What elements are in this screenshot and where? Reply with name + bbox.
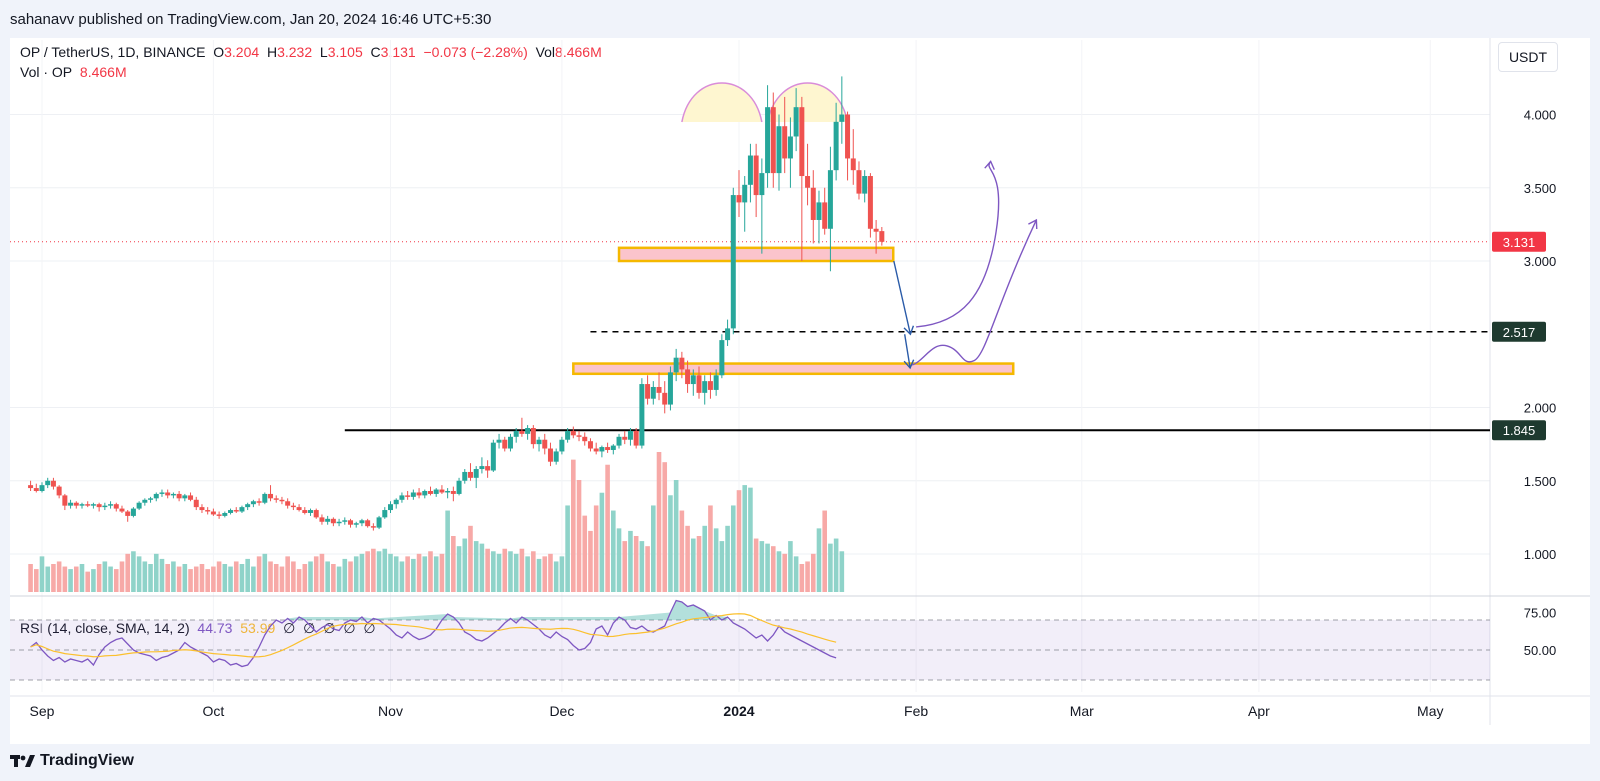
ohlc-legend: OP / TetherUS, 1D, BINANCE O3.204 H3.232… bbox=[20, 44, 602, 60]
open-value: 3.204 bbox=[224, 44, 260, 60]
currency-button[interactable]: USDT bbox=[1498, 42, 1558, 72]
high-label: H bbox=[266, 44, 278, 60]
low-label: L bbox=[319, 44, 328, 60]
rsi-value: 44.73 bbox=[197, 620, 233, 636]
chart-panel[interactable] bbox=[10, 38, 1590, 744]
publisher-line: sahanavv published on TradingView.com, J… bbox=[10, 11, 492, 28]
rsi-sma-value: 53.99 bbox=[240, 620, 276, 636]
rsi-legend: RSI (14, close, SMA, 14, 2) 44.73 53.99 … bbox=[20, 620, 378, 637]
close-label: C bbox=[370, 44, 381, 60]
vol-label: Vol bbox=[535, 44, 556, 60]
volume-legend: Vol · OP 8.466M bbox=[20, 64, 127, 80]
volume-row-value: 8.466M bbox=[79, 64, 127, 80]
tradingview-logo[interactable]: TradingView bbox=[10, 752, 134, 770]
low-value: 3.105 bbox=[327, 44, 363, 60]
high-value: 3.232 bbox=[277, 44, 313, 60]
tradingview-logo-icon bbox=[10, 755, 35, 767]
open-label: O bbox=[213, 44, 225, 60]
rsi-label[interactable]: RSI (14, close, SMA, 14, 2) bbox=[20, 620, 190, 636]
rsi-na-values: ∅ ∅ ∅ ∅ ∅ bbox=[283, 620, 378, 636]
change-value: −0.073 (−2.28%) bbox=[423, 44, 528, 60]
vol-value: 8.466M bbox=[555, 44, 602, 60]
volume-row-label[interactable]: Vol · OP bbox=[20, 64, 73, 80]
tradingview-brand: TradingView bbox=[40, 752, 134, 769]
close-value: 3.131 bbox=[380, 44, 416, 60]
symbol-label[interactable]: OP / TetherUS, 1D, BINANCE bbox=[20, 44, 206, 60]
